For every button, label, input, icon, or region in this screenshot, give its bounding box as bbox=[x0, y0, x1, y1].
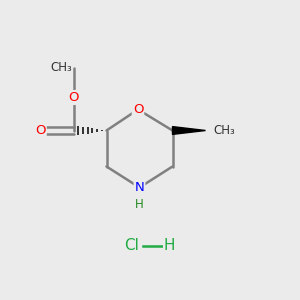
Text: N: N bbox=[135, 181, 144, 194]
Text: Cl: Cl bbox=[124, 238, 140, 253]
Text: O: O bbox=[35, 124, 46, 137]
Polygon shape bbox=[172, 127, 206, 134]
Text: O: O bbox=[68, 91, 79, 104]
Text: CH₃: CH₃ bbox=[51, 61, 72, 74]
Text: CH₃: CH₃ bbox=[213, 124, 235, 137]
Text: O: O bbox=[133, 103, 143, 116]
Text: H: H bbox=[164, 238, 175, 253]
Text: H: H bbox=[135, 197, 144, 211]
